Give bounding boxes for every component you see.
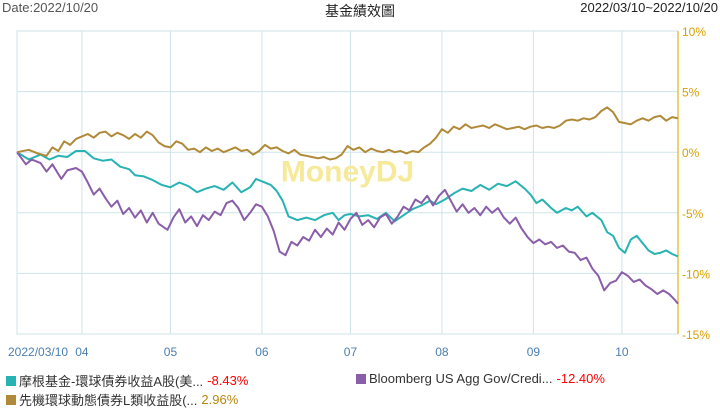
legend-series-value: 2.96% <box>201 392 239 407</box>
series-line-0 <box>16 150 679 258</box>
x-tick-label: 10 <box>615 345 629 359</box>
series-line-1 <box>16 151 679 305</box>
date-range: 2022/03/10~2022/10/20 <box>580 0 718 15</box>
legend-swatch <box>6 394 16 405</box>
x-tick-label: 2022/03/10 <box>8 345 68 359</box>
legend-swatch <box>356 373 366 384</box>
x-tick-label: 09 <box>527 345 541 359</box>
y-tick-label: 10% <box>682 25 706 39</box>
legend-series-name: 摩根基金-環球債券收益A股(美... <box>19 374 204 389</box>
chart-header: Date:2022/10/20 基金績效圖 2022/03/10~2022/10… <box>0 0 720 20</box>
legend-series-value: -12.40% <box>556 371 605 386</box>
legend-series-name: Bloomberg US Agg Gov/Credi... <box>369 371 553 386</box>
x-tick-label: 05 <box>164 345 178 359</box>
y-tick-label: 5% <box>682 86 700 100</box>
legend: 摩根基金-環球債券收益A股(美... -8.43% Bloomberg US A… <box>0 368 720 412</box>
chart-title: 基金績效圖 <box>325 3 395 19</box>
date-label: Date:2022/10/20 <box>2 0 99 15</box>
legend-item-benchmark[interactable]: Bloomberg US Agg Gov/Credi... -12.40% <box>356 371 605 386</box>
series-line-2 <box>16 106 679 161</box>
y-tick-label: -15% <box>682 328 710 342</box>
legend-series-name: 先機環球動態債券L類收益股(... <box>19 393 198 408</box>
y-tick-label: 0% <box>682 146 700 160</box>
plot-area <box>16 30 679 335</box>
legend-series-value: -8.43% <box>207 373 249 388</box>
y-tick-label: -10% <box>682 267 710 281</box>
x-tick-label: 04 <box>75 345 89 359</box>
performance-chart: 10% 5% 0% -5% -10% -15% 2022/03/10 04 05 06 07 08 09… <box>8 25 710 359</box>
x-tick-label: 08 <box>435 345 449 359</box>
x-tick-label: 07 <box>344 345 358 359</box>
legend-item-fund-a[interactable]: 摩根基金-環球債券收益A股(美... -8.43% <box>6 371 248 390</box>
watermark: MoneyDJ <box>281 155 414 188</box>
y-tick-label: -5% <box>682 207 704 221</box>
legend-swatch <box>6 375 16 386</box>
legend-item-fund-b[interactable]: 先機環球動態債券L類收益股(... 2.96% <box>6 390 238 409</box>
x-tick-label: 06 <box>255 345 269 359</box>
